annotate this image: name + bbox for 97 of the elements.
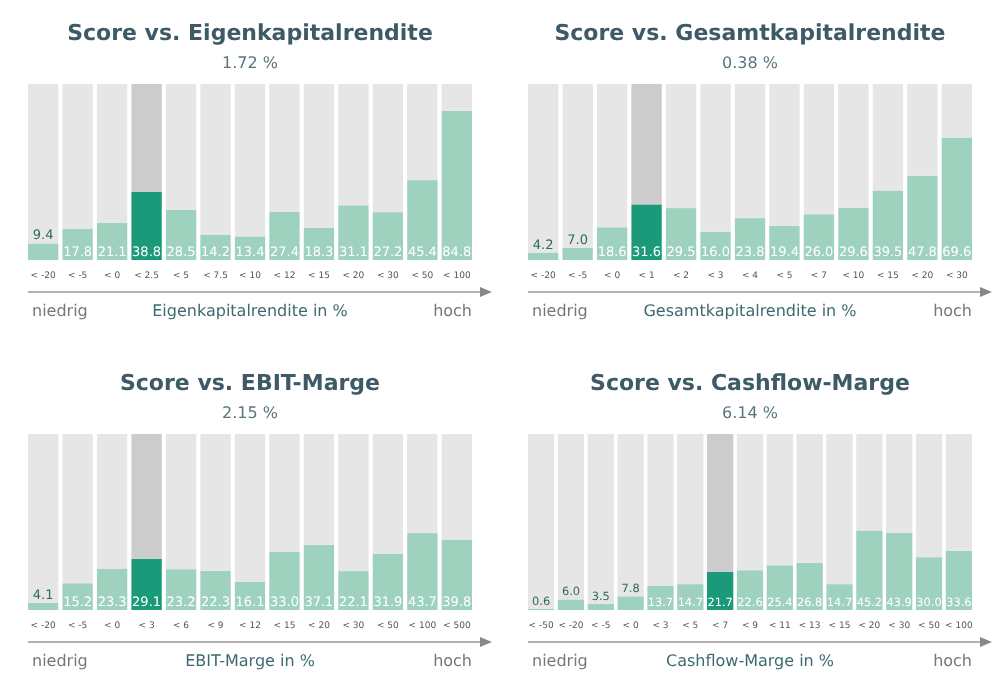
chart-title: Score vs. Eigenkapitalrendite [67,20,433,46]
bar [766,565,793,610]
bar [269,84,300,212]
bar [372,434,404,554]
bar [62,434,93,584]
bar [907,175,938,260]
bar [303,434,335,545]
x-axis-title: Cashflow-Marge in % [665,652,835,670]
bar [631,204,662,260]
text: niedrig [532,302,588,320]
bar [200,570,231,610]
bar [528,252,559,260]
bar [372,212,404,260]
bar [665,84,697,209]
bar [407,84,438,181]
bar [915,557,943,610]
bar [907,84,938,176]
bar [562,247,593,260]
bar [803,84,835,215]
bar [131,558,162,610]
bar [131,191,162,260]
chart-title: Score vs. Gesamtkapitalrendite [554,20,946,46]
bar [200,84,231,236]
text: niedrig [32,302,88,320]
bar [766,434,793,566]
text: hoch [433,652,472,670]
text: hoch [933,652,972,670]
text: niedrig [532,652,588,670]
bar [407,180,438,260]
bar [234,434,266,582]
x-axis-title: Eigenkapitalrendite in % [152,302,349,320]
text: niedrig [32,652,88,670]
bar [407,434,438,534]
bar [28,434,59,603]
bar [872,84,904,191]
bar [941,84,972,138]
bar [303,544,335,610]
bar [338,434,369,572]
text: hoch [933,302,972,320]
bar [372,84,404,213]
bar [769,84,800,226]
bar [131,84,162,192]
bar [587,603,614,610]
chart-subtitle: 6.14 % [722,404,779,422]
bar [596,84,628,228]
bar [886,532,913,610]
bar [945,434,972,551]
bar [269,551,300,610]
bar [631,84,662,205]
x-axis-title: Gesamtkapitalrendite in % [643,302,858,320]
bar [528,84,559,253]
bar [707,434,734,572]
bar [372,553,404,610]
bar [28,84,59,244]
bar [441,434,472,540]
chart-title: Score vs. Cashflow-Marge [590,370,910,396]
bar [234,84,266,237]
bar [269,211,300,260]
bar [441,84,472,111]
bar [62,84,93,229]
bar [838,84,869,208]
bar [734,84,766,219]
bar [587,434,614,604]
x-axis-title: EBIT-Marge in % [185,652,316,670]
bar [165,84,197,210]
chart-title: Score vs. EBIT-Marge [119,370,381,396]
bar [407,533,438,610]
chart-subtitle: 1.72 % [222,54,279,72]
bar [441,539,472,610]
chart-subtitle: 2.15 % [222,404,279,422]
bar [269,434,300,552]
bar [557,599,585,610]
bar [838,207,869,260]
bar [562,84,593,248]
bar [131,434,162,559]
bar [872,190,904,260]
bar [28,243,59,260]
bar [528,434,555,609]
bar [28,602,59,610]
bar [200,434,231,571]
bar [96,84,128,223]
bar [338,84,369,206]
bar [941,137,972,260]
text: hoch [433,302,472,320]
bar [886,434,913,533]
bar [915,434,943,558]
bar [700,84,731,232]
bar [338,205,369,260]
bar [557,434,585,600]
chart-subtitle: 0.38 % [722,54,779,72]
bar [338,571,369,610]
bar [945,550,972,610]
bar [736,434,764,571]
bar [96,434,128,569]
bar [303,84,335,228]
bar [165,434,197,570]
bar [441,110,472,260]
